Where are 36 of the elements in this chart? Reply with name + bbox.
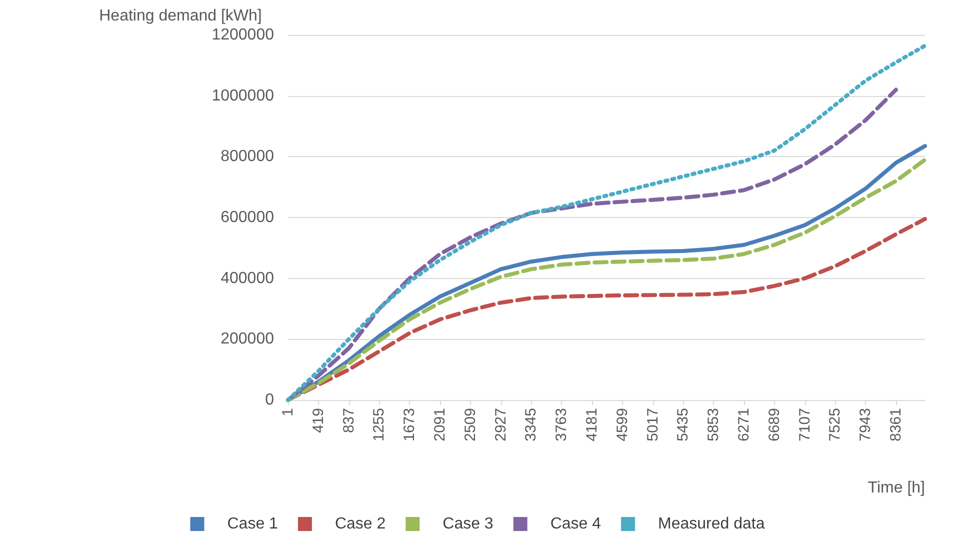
x-tick-label: 4181: [583, 408, 600, 442]
x-axis-title: Time [h]: [868, 480, 925, 496]
x-tick-label: 419: [310, 408, 327, 434]
y-axis-title: Heating demand [kWh]: [99, 8, 262, 25]
x-tick-label: 7525: [826, 408, 844, 442]
y-tick-label: 600000: [220, 209, 274, 226]
x-tick-label: 2927: [492, 408, 510, 442]
x-tick-label: 837: [340, 408, 358, 434]
x-tick-label: 8361: [887, 408, 904, 442]
legend-label: Case 3: [442, 516, 494, 532]
x-tick-label: 3345: [522, 408, 540, 442]
x-tick-label: 5853: [705, 408, 722, 442]
x-tick-label: 7943: [857, 408, 874, 442]
legend-label: Case 2: [334, 516, 386, 532]
legend-label: Case 1: [227, 516, 278, 532]
y-tick-label: 1000000: [212, 87, 274, 104]
x-tick-label: 7107: [796, 408, 814, 442]
x-tick-label: 5435: [674, 408, 692, 442]
x-tick-label: 2091: [431, 408, 448, 442]
legend-label: Case 4: [550, 516, 602, 532]
x-tick-label: 4599: [614, 408, 631, 442]
y-tick-label: 400000: [220, 270, 274, 287]
line-series: [286, 44, 927, 402]
legend-label: Measured data: [658, 516, 765, 532]
x-tick-label: 1: [280, 408, 296, 416]
x-tick-label: 2509: [462, 408, 479, 442]
x-tick-label: 6271: [735, 408, 752, 442]
x-tick-label: 6689: [766, 408, 783, 442]
x-tick-label: 1673: [401, 408, 418, 442]
y-tick-label: 1200000: [212, 26, 274, 44]
x-tick-label: 3763: [553, 408, 570, 442]
x-tick-label: 5017: [644, 408, 662, 442]
y-tick-label: 800000: [220, 148, 274, 166]
y-tick-label: 0: [265, 392, 274, 408]
y-tick-label: 200000: [220, 330, 274, 348]
x-tick-label: 1255: [370, 408, 388, 442]
